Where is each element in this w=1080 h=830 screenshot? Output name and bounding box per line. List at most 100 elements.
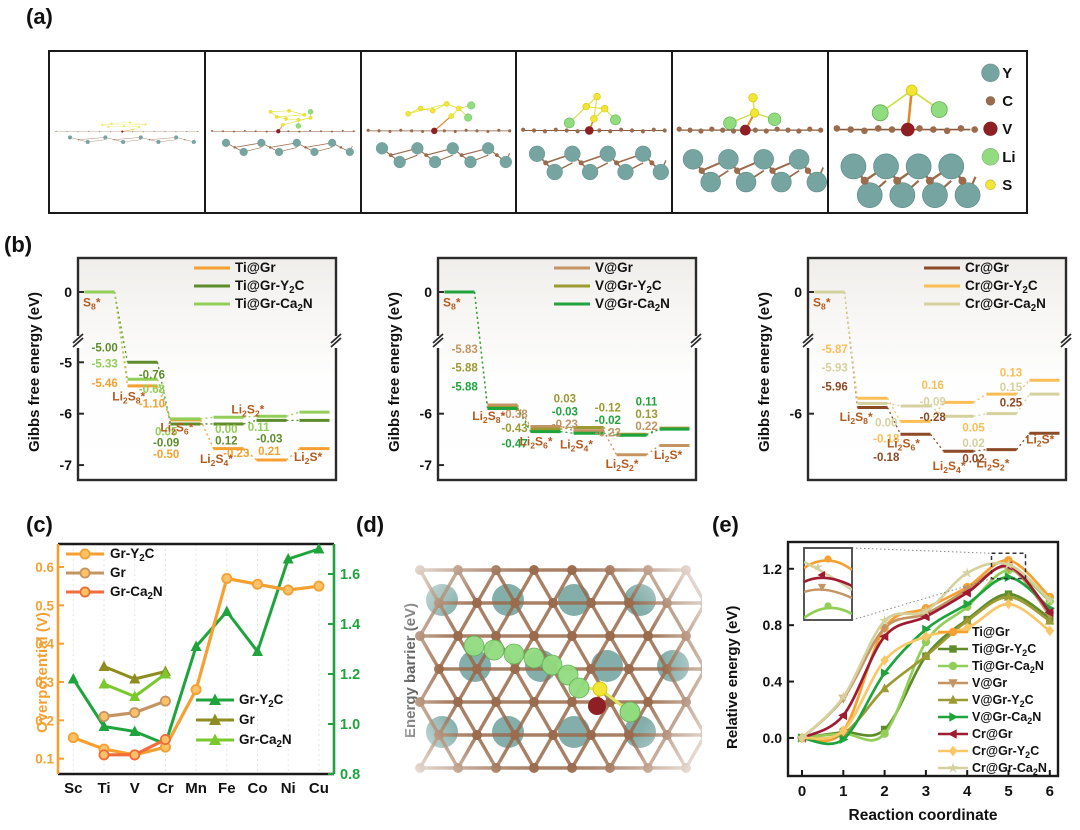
svg-text:-5.00: -5.00 — [92, 342, 118, 354]
panel-b-gibbs-cr: Gibbs free energy (eV) 0 -6 -5.87 -5.93 -5.96… — [742, 252, 1077, 504]
structure-drawing — [210, 108, 356, 157]
svg-text:Ti@Gr-Y2C: Ti@Gr-Y2C — [972, 642, 1036, 658]
svg-text:Li2S4*: Li2S4* — [200, 452, 233, 468]
svg-text:-0.03: -0.03 — [256, 433, 282, 445]
svg-text:S8*: S8* — [813, 295, 831, 311]
svg-text:-0.23: -0.23 — [595, 427, 621, 439]
svg-text:-5.87: -5.87 — [822, 344, 848, 356]
svg-text:Li2S8*: Li2S8* — [840, 410, 873, 426]
svg-text:Cr@Gr-Ca2N: Cr@Gr-Ca2N — [965, 296, 1046, 314]
svg-text:Li2S6*: Li2S6* — [887, 437, 920, 453]
svg-text:6: 6 — [1046, 783, 1054, 800]
svg-text:0.11: 0.11 — [636, 396, 658, 408]
svg-text:0.1: 0.1 — [35, 752, 54, 767]
svg-text:0.15: 0.15 — [1000, 382, 1023, 394]
decomposition-energy-chart: 0.0 0.4 0.8 1.2 0 1 2 3 4 5 6 Reaction coordinate Ti… — [763, 540, 1060, 824]
svg-text:Li2S8*: Li2S8* — [112, 389, 145, 405]
svg-text:0.3: 0.3 — [35, 675, 54, 690]
svg-text:-7: -7 — [60, 457, 73, 473]
svg-text:0.22: 0.22 — [635, 421, 657, 433]
svg-text:1.2: 1.2 — [340, 667, 360, 683]
svg-text:Li: Li — [1002, 149, 1015, 166]
y-axis-label: Gibbs free energy (eV) — [386, 291, 403, 452]
atom-legend: YCV Li S — [981, 63, 1016, 194]
svg-text:0.6: 0.6 — [35, 560, 54, 575]
y-axis-label: Gibbs free energy (eV) — [756, 291, 773, 452]
svg-text:0: 0 — [424, 284, 432, 300]
svg-text:0: 0 — [64, 284, 72, 300]
svg-text:V: V — [1002, 121, 1012, 138]
svg-text:S8*: S8* — [83, 295, 101, 311]
svg-text:Cr@Gr: Cr@Gr — [972, 727, 1013, 741]
svg-text:Gr: Gr — [110, 565, 127, 580]
svg-text:0.02: 0.02 — [962, 454, 984, 466]
svg-text:-1.10: -1.10 — [139, 399, 165, 411]
svg-text:0.21: 0.21 — [258, 446, 281, 458]
svg-text:Li2S2*: Li2S2* — [976, 457, 1009, 473]
svg-text:Gr-Y2C: Gr-Y2C — [239, 692, 284, 710]
svg-text:-5.88: -5.88 — [452, 363, 479, 375]
structure-drawing: YCV Li S — [833, 63, 1016, 209]
svg-text:0.05: 0.05 — [962, 423, 985, 435]
svg-text:Cu: Cu — [309, 780, 329, 797]
svg-text:V@Gr-Ca2N: V@Gr-Ca2N — [595, 296, 670, 314]
svg-text:Cr: Cr — [157, 780, 174, 797]
svg-text:-5.46: -5.46 — [92, 378, 118, 390]
svg-text:1.2: 1.2 — [763, 561, 783, 577]
structure-box-li2s4 — [515, 50, 674, 214]
svg-text:Li2S4*: Li2S4* — [560, 438, 593, 454]
panel-label-a: (a) — [26, 4, 53, 29]
svg-text:-0.18: -0.18 — [873, 452, 900, 464]
structure-drawing — [54, 121, 200, 144]
overpotential-axis-label: Overpotential (V) — [34, 612, 51, 733]
structure-box-li2s6 — [359, 50, 518, 214]
panel-b-gibbs-ti: Gibbs free energy (eV) 0 -5 -6 -7 -5.00 -5.33 -… — [12, 252, 347, 504]
svg-text:0.11: 0.11 — [248, 422, 270, 434]
svg-text:Reaction coordinate: Reaction coordinate — [849, 807, 998, 824]
svg-text:-6: -6 — [60, 406, 73, 422]
svg-text:-0.68: -0.68 — [139, 384, 166, 396]
svg-text:V@Gr-Y2C: V@Gr-Y2C — [595, 278, 662, 296]
svg-text:S8*: S8* — [443, 295, 461, 311]
gibbs-diagram: 0 -5 -6 -7 -5.00 -5.33 -5.46 -0.76 -0.68 -1.10 0.0… — [60, 256, 342, 482]
svg-text:0.2: 0.2 — [35, 713, 54, 728]
svg-text:-0.23: -0.23 — [223, 448, 249, 460]
svg-text:-0.50: -0.50 — [153, 449, 179, 461]
svg-text:Li2S6*: Li2S6* — [160, 421, 193, 437]
structure-box-li2s8 — [203, 50, 362, 214]
svg-text:0.02: 0.02 — [962, 438, 984, 450]
svg-text:Cr@Gr-Ca2N: Cr@Gr-Ca2N — [972, 761, 1047, 777]
svg-text:Cr@Gr-Y2C: Cr@Gr-Y2C — [965, 278, 1038, 296]
svg-text:V@Gr: V@Gr — [595, 260, 634, 275]
svg-text:-5: -5 — [60, 354, 73, 370]
svg-text:1: 1 — [839, 783, 847, 800]
svg-text:1.4: 1.4 — [340, 617, 360, 633]
li-diffusion-path-drawing — [415, 565, 710, 773]
svg-text:-6: -6 — [420, 406, 433, 422]
svg-text:-5.33: -5.33 — [92, 358, 118, 370]
svg-text:Li2S2*: Li2S2* — [231, 403, 264, 419]
svg-text:-0.12: -0.12 — [595, 403, 621, 415]
svg-text:-0.76: -0.76 — [139, 370, 165, 382]
structure-drawing — [366, 101, 512, 169]
svg-text:1.6: 1.6 — [340, 567, 360, 583]
svg-text:3: 3 — [922, 783, 930, 800]
structure-box-li2s2 — [671, 50, 830, 214]
overpotential-barrier-chart: 0.1 0.2 0.3 0.4 0.5 0.6 0.8 1.0 1.2 1.4 1.6 Sc Ti V Cr… — [35, 542, 360, 797]
svg-text:-0.09: -0.09 — [153, 438, 179, 450]
svg-text:Li2S8*: Li2S8* — [472, 409, 505, 425]
svg-text:Y: Y — [1002, 65, 1012, 82]
svg-text:Cr@Gr: Cr@Gr — [965, 260, 1010, 275]
panel-d-li-diffusion-structure — [402, 542, 710, 804]
gibbs-diagram: 0 -6 -7 -5.83 -5.88 -5.88 -0.38 -0.43 -0.47 0.03 -… — [420, 256, 702, 482]
panel-a-structures: Y C V Li S — [48, 50, 1029, 214]
svg-text:4: 4 — [963, 783, 972, 800]
svg-text:-0.18: -0.18 — [873, 433, 900, 445]
svg-text:Fe: Fe — [218, 780, 236, 797]
svg-text:0: 0 — [798, 783, 806, 800]
